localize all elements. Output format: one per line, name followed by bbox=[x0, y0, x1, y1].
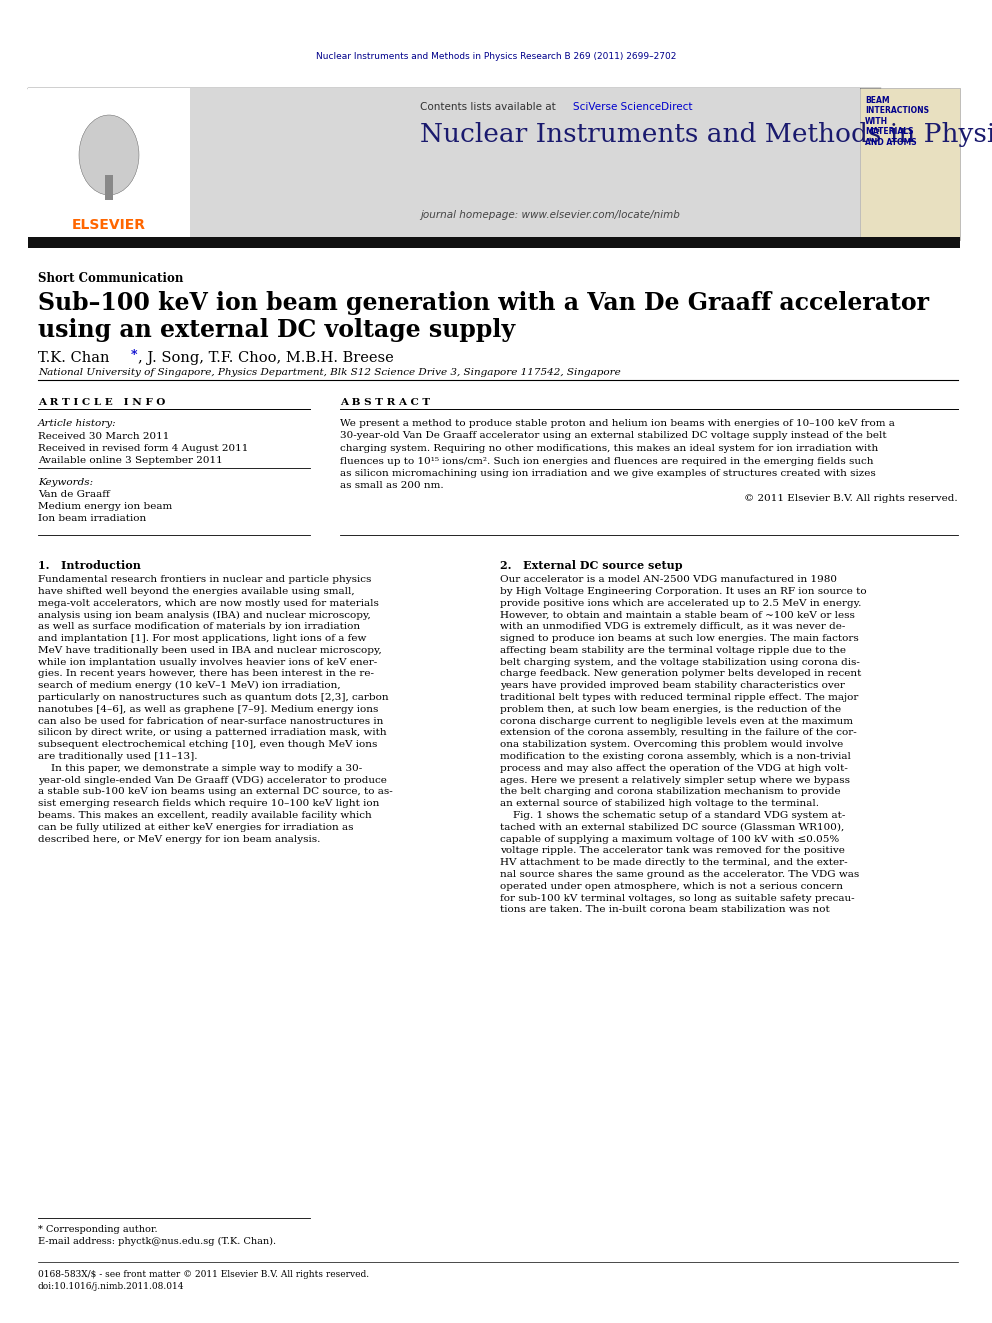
Text: as small as 200 nm.: as small as 200 nm. bbox=[340, 482, 443, 491]
Text: tached with an external stabilized DC source (Glassman WR100),: tached with an external stabilized DC so… bbox=[500, 823, 844, 832]
Text: traditional belt types with reduced terminal ripple effect. The major: traditional belt types with reduced term… bbox=[500, 693, 858, 703]
Text: years have provided improved beam stability characteristics over: years have provided improved beam stabil… bbox=[500, 681, 845, 691]
Ellipse shape bbox=[79, 115, 139, 194]
Text: an external source of stabilized high voltage to the terminal.: an external source of stabilized high vo… bbox=[500, 799, 819, 808]
Text: Keywords:: Keywords: bbox=[38, 478, 93, 487]
Text: Nuclear Instruments and Methods in Physics Research B 269 (2011) 2699–2702: Nuclear Instruments and Methods in Physi… bbox=[315, 52, 677, 61]
Text: National University of Singapore, Physics Department, Blk S12 Science Drive 3, S: National University of Singapore, Physic… bbox=[38, 368, 621, 377]
Text: fluences up to 10¹⁵ ions/cm². Such ion energies and fluences are required in the: fluences up to 10¹⁵ ions/cm². Such ion e… bbox=[340, 456, 874, 466]
Text: 30-year-old Van De Graaff accelerator using an external stabilized DC voltage su: 30-year-old Van De Graaff accelerator us… bbox=[340, 431, 887, 441]
Text: BEAM
INTERACTIONS
WITH
MATERIALS
AND ATOMS: BEAM INTERACTIONS WITH MATERIALS AND ATO… bbox=[865, 97, 929, 147]
Text: Fundamental research frontiers in nuclear and particle physics: Fundamental research frontiers in nuclea… bbox=[38, 576, 371, 583]
Text: as well as surface modification of materials by ion irradiation: as well as surface modification of mater… bbox=[38, 622, 360, 631]
Text: mega-volt accelerators, which are now mostly used for materials: mega-volt accelerators, which are now mo… bbox=[38, 598, 379, 607]
Text: silicon by direct write, or using a patterned irradiation mask, with: silicon by direct write, or using a patt… bbox=[38, 729, 387, 737]
Text: beams. This makes an excellent, readily available facility which: beams. This makes an excellent, readily … bbox=[38, 811, 372, 820]
Text: Available online 3 September 2011: Available online 3 September 2011 bbox=[38, 456, 223, 464]
Text: Received in revised form 4 August 2011: Received in revised form 4 August 2011 bbox=[38, 445, 248, 452]
Text: search of medium energy (10 keV–1 MeV) ion irradiation,: search of medium energy (10 keV–1 MeV) i… bbox=[38, 681, 340, 691]
Text: and implantation [1]. For most applications, light ions of a few: and implantation [1]. For most applicati… bbox=[38, 634, 366, 643]
Text: 1.   Introduction: 1. Introduction bbox=[38, 560, 141, 572]
Text: the belt charging and corona stabilization mechanism to provide: the belt charging and corona stabilizati… bbox=[500, 787, 840, 796]
Text: a stable sub-100 keV ion beams using an external DC source, to as-: a stable sub-100 keV ion beams using an … bbox=[38, 787, 393, 796]
Text: problem then, at such low beam energies, is the reduction of the: problem then, at such low beam energies,… bbox=[500, 705, 841, 714]
Text: particularly on nanostructures such as quantum dots [2,3], carbon: particularly on nanostructures such as q… bbox=[38, 693, 389, 703]
Text: nal source shares the same ground as the accelerator. The VDG was: nal source shares the same ground as the… bbox=[500, 871, 859, 878]
Text: Short Communication: Short Communication bbox=[38, 273, 184, 284]
Bar bbox=[860, 89, 960, 239]
Text: Fig. 1 shows the schematic setup of a standard VDG system at-: Fig. 1 shows the schematic setup of a st… bbox=[500, 811, 845, 820]
Bar bbox=[105, 175, 113, 200]
Bar bbox=[28, 237, 960, 247]
Text: signed to produce ion beams at such low energies. The main factors: signed to produce ion beams at such low … bbox=[500, 634, 859, 643]
Text: for sub-100 kV terminal voltages, so long as suitable safety precau-: for sub-100 kV terminal voltages, so lon… bbox=[500, 893, 855, 902]
Text: ona stabilization system. Overcoming this problem would involve: ona stabilization system. Overcoming thi… bbox=[500, 740, 843, 749]
Text: , J. Song, T.F. Choo, M.B.H. Breese: , J. Song, T.F. Choo, M.B.H. Breese bbox=[138, 351, 394, 365]
Text: © 2011 Elsevier B.V. All rights reserved.: © 2011 Elsevier B.V. All rights reserved… bbox=[744, 493, 958, 503]
Text: while ion implantation usually involves heavier ions of keV ener-: while ion implantation usually involves … bbox=[38, 658, 377, 667]
Text: can also be used for fabrication of near-surface nanostructures in: can also be used for fabrication of near… bbox=[38, 717, 383, 725]
Text: process and may also affect the operation of the VDG at high volt-: process and may also affect the operatio… bbox=[500, 763, 848, 773]
Text: can be fully utilized at either keV energies for irradiation as: can be fully utilized at either keV ener… bbox=[38, 823, 353, 832]
Text: belt charging system, and the voltage stabilization using corona dis-: belt charging system, and the voltage st… bbox=[500, 658, 860, 667]
Text: Article history:: Article history: bbox=[38, 419, 117, 429]
Text: tions are taken. The in-built corona beam stabilization was not: tions are taken. The in-built corona bea… bbox=[500, 905, 829, 914]
Text: modification to the existing corona assembly, which is a non-trivial: modification to the existing corona asse… bbox=[500, 751, 851, 761]
Text: as silicon micromachining using ion irradiation and we give examples of structur: as silicon micromachining using ion irra… bbox=[340, 468, 876, 478]
Text: charge feedback. New generation polymer belts developed in recent: charge feedback. New generation polymer … bbox=[500, 669, 861, 679]
Text: are traditionally used [11–13].: are traditionally used [11–13]. bbox=[38, 751, 197, 761]
Text: journal homepage: www.elsevier.com/locate/nimb: journal homepage: www.elsevier.com/locat… bbox=[420, 210, 680, 220]
Text: E-mail address: phyctk@nus.edu.sg (T.K. Chan).: E-mail address: phyctk@nus.edu.sg (T.K. … bbox=[38, 1237, 276, 1246]
Bar bbox=[28, 89, 190, 239]
Text: MeV have traditionally been used in IBA and nuclear microscopy,: MeV have traditionally been used in IBA … bbox=[38, 646, 382, 655]
Text: Received 30 March 2011: Received 30 March 2011 bbox=[38, 433, 170, 441]
Text: In this paper, we demonstrate a simple way to modify a 30-: In this paper, we demonstrate a simple w… bbox=[38, 763, 362, 773]
Text: analysis using ion beam analysis (IBA) and nuclear microscopy,: analysis using ion beam analysis (IBA) a… bbox=[38, 610, 371, 619]
Text: Contents lists available at: Contents lists available at bbox=[420, 102, 559, 112]
Text: corona discharge current to negligible levels even at the maximum: corona discharge current to negligible l… bbox=[500, 717, 853, 725]
Text: A B S T R A C T: A B S T R A C T bbox=[340, 398, 431, 407]
Text: provide positive ions which are accelerated up to 2.5 MeV in energy.: provide positive ions which are accelera… bbox=[500, 598, 861, 607]
Text: Medium energy ion beam: Medium energy ion beam bbox=[38, 501, 173, 511]
Text: year-old single-ended Van De Graaff (VDG) accelerator to produce: year-old single-ended Van De Graaff (VDG… bbox=[38, 775, 387, 785]
Text: voltage ripple. The accelerator tank was removed for the positive: voltage ripple. The accelerator tank was… bbox=[500, 847, 845, 856]
Text: using an external DC voltage supply: using an external DC voltage supply bbox=[38, 318, 515, 343]
Text: ELSEVIER: ELSEVIER bbox=[72, 218, 146, 232]
Text: affecting beam stability are the terminal voltage ripple due to the: affecting beam stability are the termina… bbox=[500, 646, 846, 655]
Text: subsequent electrochemical etching [10], even though MeV ions: subsequent electrochemical etching [10],… bbox=[38, 740, 377, 749]
Text: sist emerging research fields which require 10–100 keV light ion: sist emerging research fields which requ… bbox=[38, 799, 379, 808]
Text: described here, or MeV energy for ion beam analysis.: described here, or MeV energy for ion be… bbox=[38, 835, 320, 844]
Text: T.K. Chan: T.K. Chan bbox=[38, 351, 109, 365]
Text: charging system. Requiring no other modifications, this makes an ideal system fo: charging system. Requiring no other modi… bbox=[340, 445, 878, 452]
Text: operated under open atmosphere, which is not a serious concern: operated under open atmosphere, which is… bbox=[500, 882, 843, 890]
Text: HV attachment to be made directly to the terminal, and the exter-: HV attachment to be made directly to the… bbox=[500, 859, 847, 867]
Text: gies. In recent years however, there has been interest in the re-: gies. In recent years however, there has… bbox=[38, 669, 374, 679]
Text: by High Voltage Engineering Corporation. It uses an RF ion source to: by High Voltage Engineering Corporation.… bbox=[500, 587, 867, 595]
Text: * Corresponding author.: * Corresponding author. bbox=[38, 1225, 158, 1234]
Text: SciVerse ScienceDirect: SciVerse ScienceDirect bbox=[573, 102, 692, 112]
Text: 0168-583X/$ - see front matter © 2011 Elsevier B.V. All rights reserved.: 0168-583X/$ - see front matter © 2011 El… bbox=[38, 1270, 369, 1279]
Text: *: * bbox=[131, 349, 138, 363]
Text: with an unmodified VDG is extremely difficult, as it was never de-: with an unmodified VDG is extremely diff… bbox=[500, 622, 845, 631]
Bar bbox=[190, 89, 860, 239]
Text: Van de Graaff: Van de Graaff bbox=[38, 490, 110, 499]
Text: extension of the corona assembly, resulting in the failure of the cor-: extension of the corona assembly, result… bbox=[500, 729, 857, 737]
Text: A R T I C L E   I N F O: A R T I C L E I N F O bbox=[38, 398, 166, 407]
Text: Sub–100 keV ion beam generation with a Van De Graaff accelerator: Sub–100 keV ion beam generation with a V… bbox=[38, 291, 929, 315]
Text: We present a method to produce stable proton and helium ion beams with energies : We present a method to produce stable pr… bbox=[340, 419, 895, 429]
Text: have shifted well beyond the energies available using small,: have shifted well beyond the energies av… bbox=[38, 587, 354, 595]
Text: capable of supplying a maximum voltage of 100 kV with ≤0.05%: capable of supplying a maximum voltage o… bbox=[500, 835, 839, 844]
Text: nanotubes [4–6], as well as graphene [7–9]. Medium energy ions: nanotubes [4–6], as well as graphene [7–… bbox=[38, 705, 378, 714]
Text: However, to obtain and maintain a stable beam of ~100 keV or less: However, to obtain and maintain a stable… bbox=[500, 610, 855, 619]
Text: Ion beam irradiation: Ion beam irradiation bbox=[38, 515, 146, 523]
Text: Nuclear Instruments and Methods in Physics Research B: Nuclear Instruments and Methods in Physi… bbox=[420, 122, 992, 147]
Text: Our accelerator is a model AN-2500 VDG manufactured in 1980: Our accelerator is a model AN-2500 VDG m… bbox=[500, 576, 837, 583]
Text: ages. Here we present a relatively simpler setup where we bypass: ages. Here we present a relatively simpl… bbox=[500, 775, 850, 785]
Text: 2.   External DC source setup: 2. External DC source setup bbox=[500, 560, 682, 572]
Text: doi:10.1016/j.nimb.2011.08.014: doi:10.1016/j.nimb.2011.08.014 bbox=[38, 1282, 185, 1291]
